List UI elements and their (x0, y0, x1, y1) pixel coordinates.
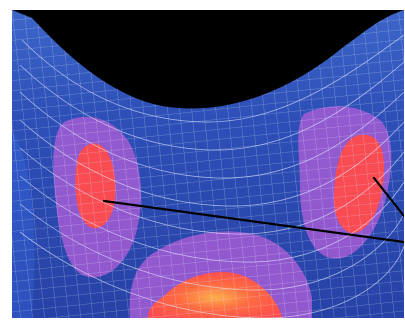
annotation-lines (102, 176, 404, 244)
annotation-line-main (102, 199, 404, 244)
mesh-curves (19, 34, 404, 318)
annotation-line-short (372, 176, 404, 218)
mesh-surface-image (12, 10, 404, 318)
